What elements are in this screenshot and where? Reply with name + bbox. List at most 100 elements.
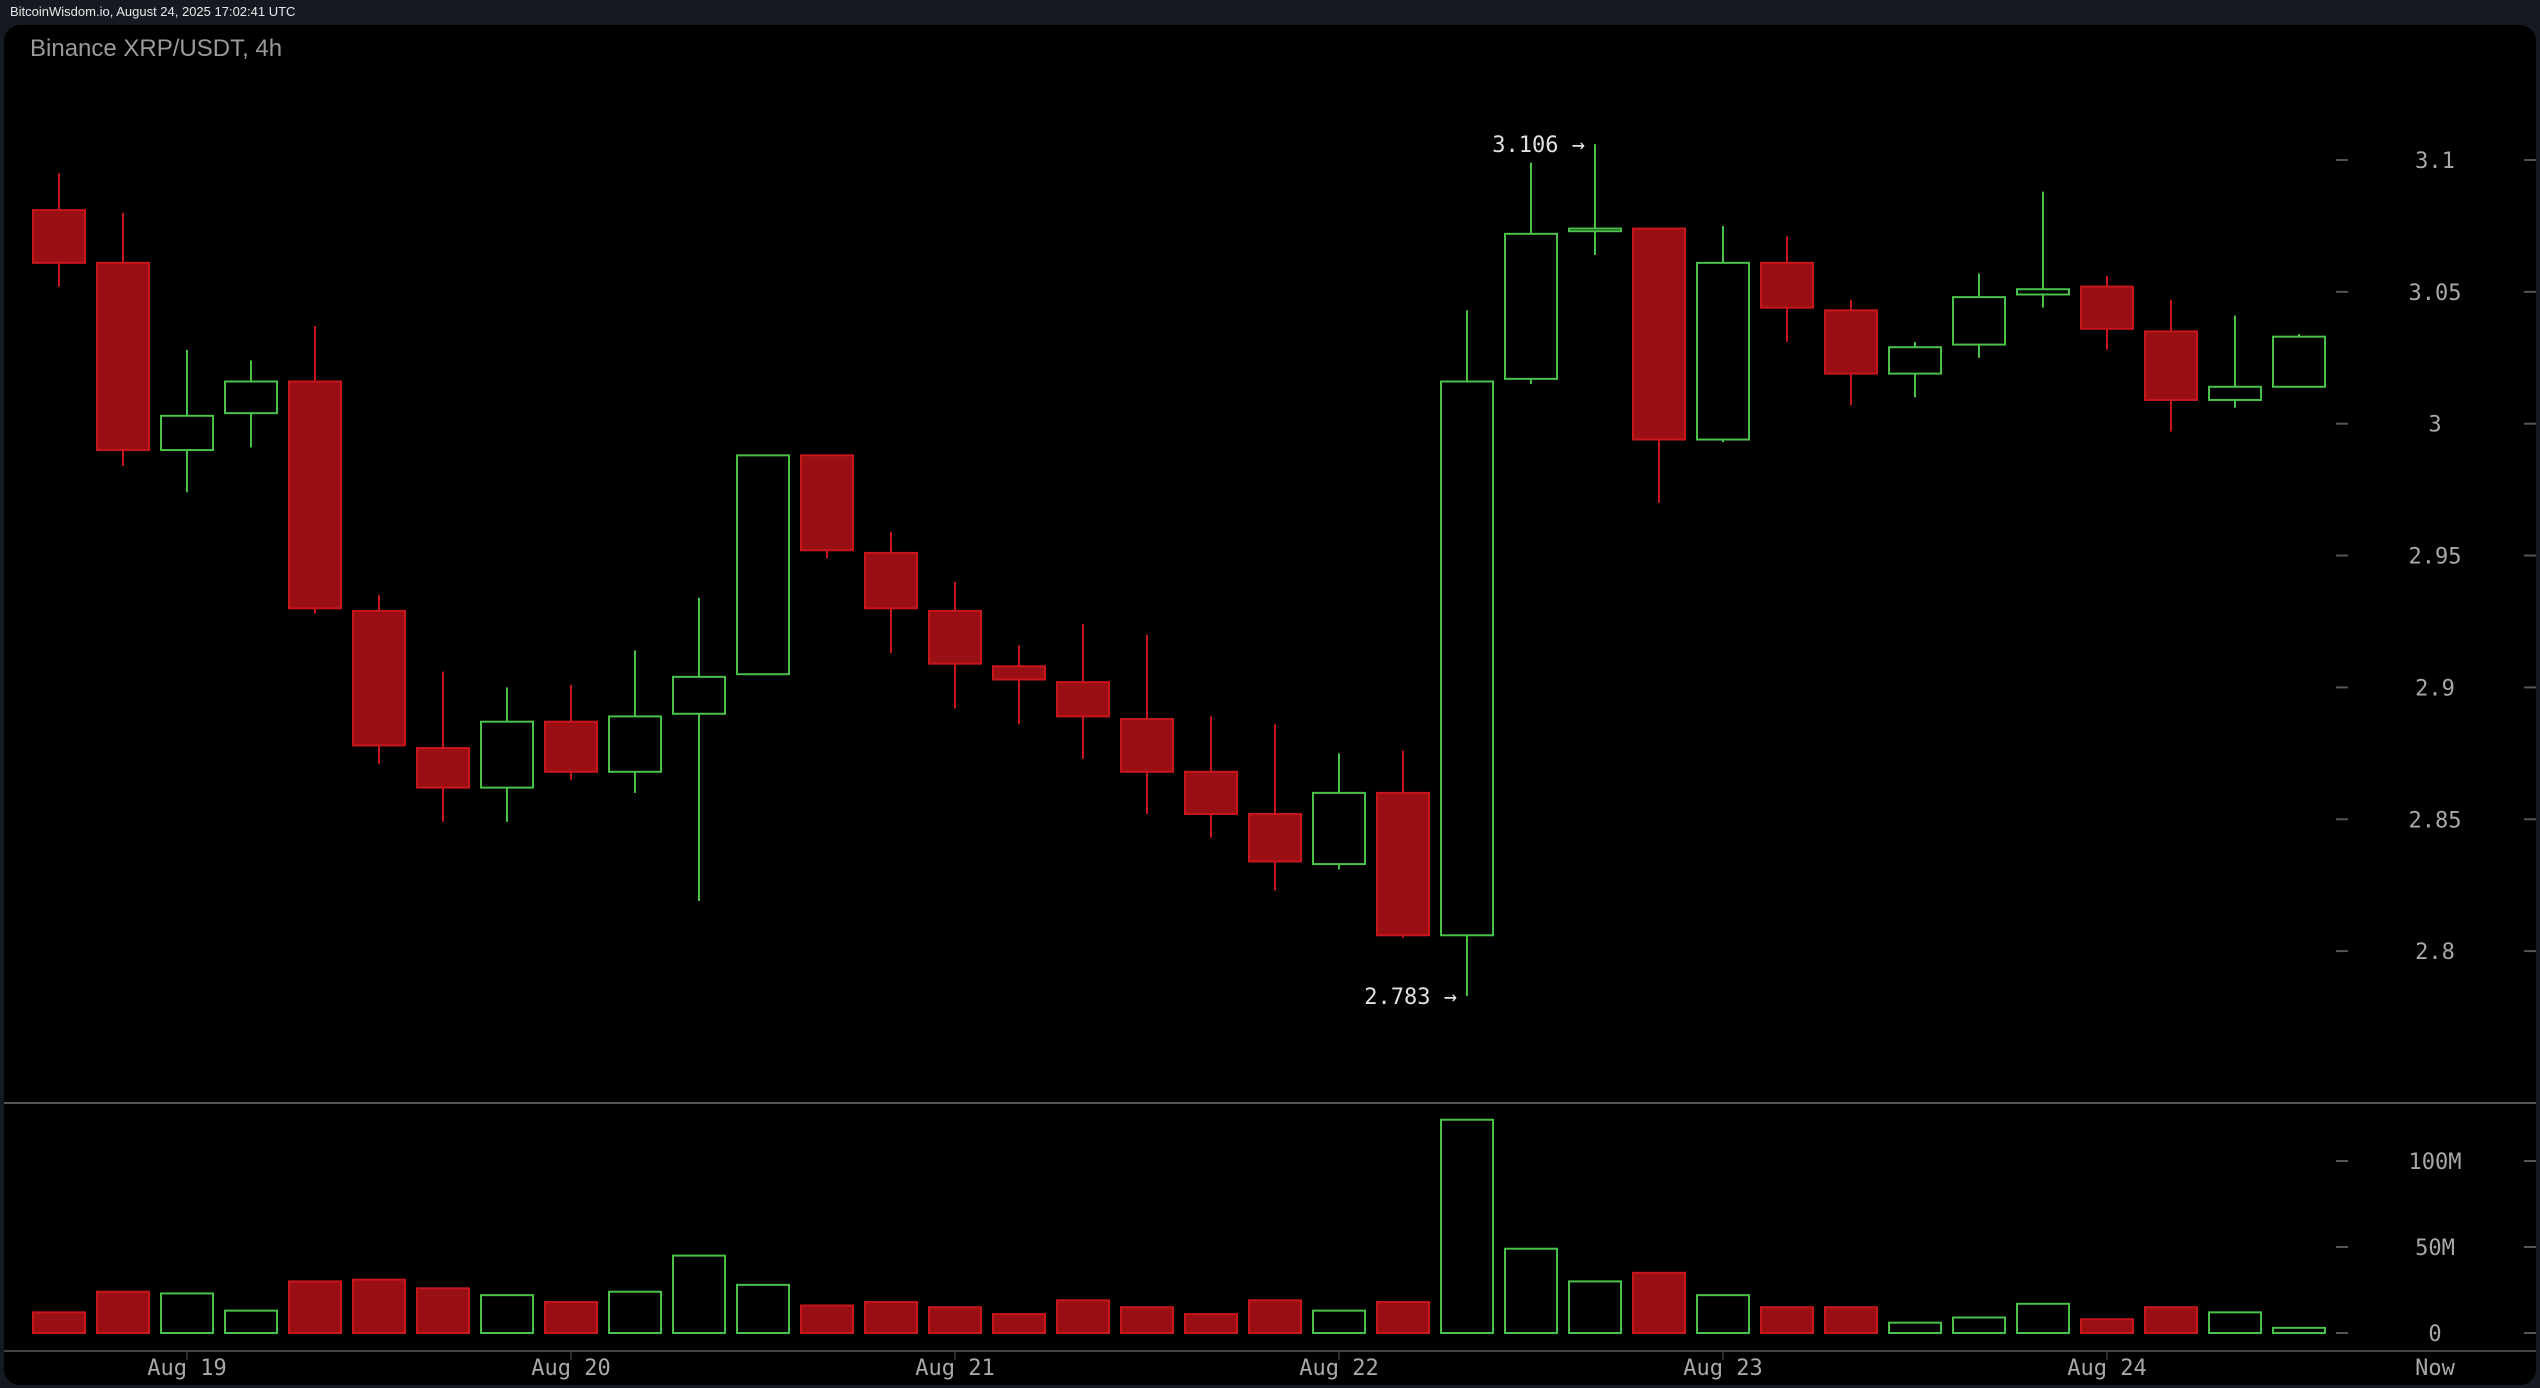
volume-bar	[1184, 1313, 1238, 1334]
high-price-annotation: 3.106 →	[1492, 133, 1585, 158]
volume-bar	[1760, 1306, 1814, 1334]
candle	[416, 671, 470, 822]
volume-bar	[1632, 1271, 1686, 1335]
candle	[1760, 236, 1814, 342]
volume-bar	[2272, 1326, 2326, 1334]
volume-bar	[416, 1287, 470, 1335]
candle	[1056, 624, 1110, 759]
price-axis: 3.1 3.05 3 2.95 2.9 2.85 2.8	[2336, 149, 2536, 965]
volume-bar	[2080, 1318, 2134, 1334]
volume-bar	[1120, 1306, 1174, 1334]
candle	[2272, 334, 2326, 388]
candle	[736, 454, 790, 676]
volume-bar	[928, 1306, 982, 1334]
candle	[2208, 315, 2262, 408]
date-label: Aug 23	[1683, 1356, 1762, 1381]
candle	[1696, 225, 1750, 443]
candle	[608, 650, 662, 793]
candle	[1248, 724, 1302, 891]
candle	[1312, 753, 1366, 870]
candle	[224, 360, 278, 448]
candle	[864, 531, 918, 654]
volume-bar	[160, 1292, 214, 1334]
volume-tick-label: 50M	[2415, 1236, 2455, 1261]
volume-bar	[736, 1283, 790, 1334]
candle	[1184, 716, 1238, 838]
candle	[480, 687, 534, 822]
date-label: Aug 22	[1299, 1356, 1378, 1381]
volume-bar	[2208, 1311, 2262, 1334]
volume-bar	[1376, 1301, 1430, 1335]
candlestick-chart: 3.1 3.05 3 2.95 2.9 2.85 2.8 100M 50M 0 3.106 → 2…	[4, 133, 2536, 1381]
volume-bar	[2016, 1302, 2070, 1335]
candle	[672, 597, 726, 901]
volume-bar	[544, 1301, 598, 1335]
price-tick-label: 2.8	[2415, 940, 2455, 965]
volume-bar	[288, 1280, 342, 1335]
volume-tick-label: 0	[2428, 1322, 2441, 1347]
price-tick-label: 2.95	[2409, 545, 2462, 570]
price-tick-label: 3.1	[2415, 149, 2455, 174]
price-tick-label: 3.05	[2409, 281, 2462, 306]
volume-bar	[992, 1313, 1046, 1334]
candle	[544, 684, 598, 780]
time-axis: Aug 19 Aug 20 Aug 21 Aug 22 Aug 23 Aug 24 Now	[147, 1352, 2456, 1381]
date-label: Aug 19	[147, 1356, 226, 1381]
candle	[352, 595, 406, 764]
low-price-annotation: 2.783 →	[1364, 985, 1457, 1010]
volume-bar	[96, 1290, 150, 1334]
volume-bar	[1824, 1306, 1878, 1334]
date-label: Aug 20	[531, 1356, 610, 1381]
date-label: Aug 24	[2067, 1356, 2146, 1381]
volume-bar	[800, 1304, 854, 1334]
volume-axis: 100M 50M 0	[2336, 1150, 2536, 1347]
candle	[160, 349, 214, 493]
volume-bars-layer	[32, 1118, 2326, 1335]
volume-bar	[352, 1278, 406, 1335]
volume-tick-label: 100M	[2409, 1150, 2462, 1175]
candle	[2144, 299, 2198, 432]
candle	[800, 454, 854, 559]
annotations-layer: 3.106 → 2.783 →	[1364, 133, 1585, 1010]
now-label: Now	[2415, 1356, 2455, 1381]
volume-bar	[1952, 1316, 2006, 1335]
candle	[1376, 750, 1430, 938]
price-tick-label: 2.85	[2409, 808, 2462, 833]
volume-bar	[1888, 1321, 1942, 1335]
candle	[1568, 144, 1622, 255]
volume-bar	[224, 1309, 278, 1335]
candle	[1888, 341, 1942, 398]
source-timestamp: BitcoinWisdom.io, August 24, 2025 17:02:…	[10, 4, 296, 19]
volume-bar	[1248, 1299, 1302, 1334]
price-tick-label: 3	[2428, 413, 2441, 438]
volume-bar	[1312, 1309, 1366, 1335]
candle	[1440, 310, 1494, 996]
candle	[928, 581, 982, 709]
candle	[2016, 191, 2070, 308]
volume-bar	[480, 1294, 534, 1335]
chart-title: Binance XRP/USDT, 4h	[30, 35, 283, 62]
chart-panel: Binance XRP/USDT, 4h 3.1 3.05 3 2.95 2.9 2.85…	[4, 25, 2536, 1385]
candle	[1952, 273, 2006, 358]
volume-bar	[1568, 1280, 1622, 1335]
candles-layer	[32, 144, 2326, 996]
volume-bar	[1696, 1294, 1750, 1335]
volume-bar	[672, 1254, 726, 1334]
candle	[288, 326, 342, 614]
volume-bar	[1056, 1299, 1110, 1334]
volume-bar	[32, 1311, 86, 1334]
candle	[32, 173, 86, 287]
candle	[96, 212, 150, 466]
volume-bar	[864, 1301, 918, 1335]
volume-bar	[1504, 1247, 1558, 1334]
price-tick-label: 2.9	[2415, 676, 2455, 701]
candle	[992, 645, 1046, 725]
volume-bar	[1440, 1118, 1494, 1334]
candle	[1120, 634, 1174, 814]
volume-bar	[608, 1290, 662, 1334]
candle	[2080, 276, 2134, 350]
date-label: Aug 21	[915, 1356, 994, 1381]
candle	[1504, 162, 1558, 385]
volume-bar	[2144, 1306, 2198, 1334]
candle	[1632, 227, 1686, 503]
